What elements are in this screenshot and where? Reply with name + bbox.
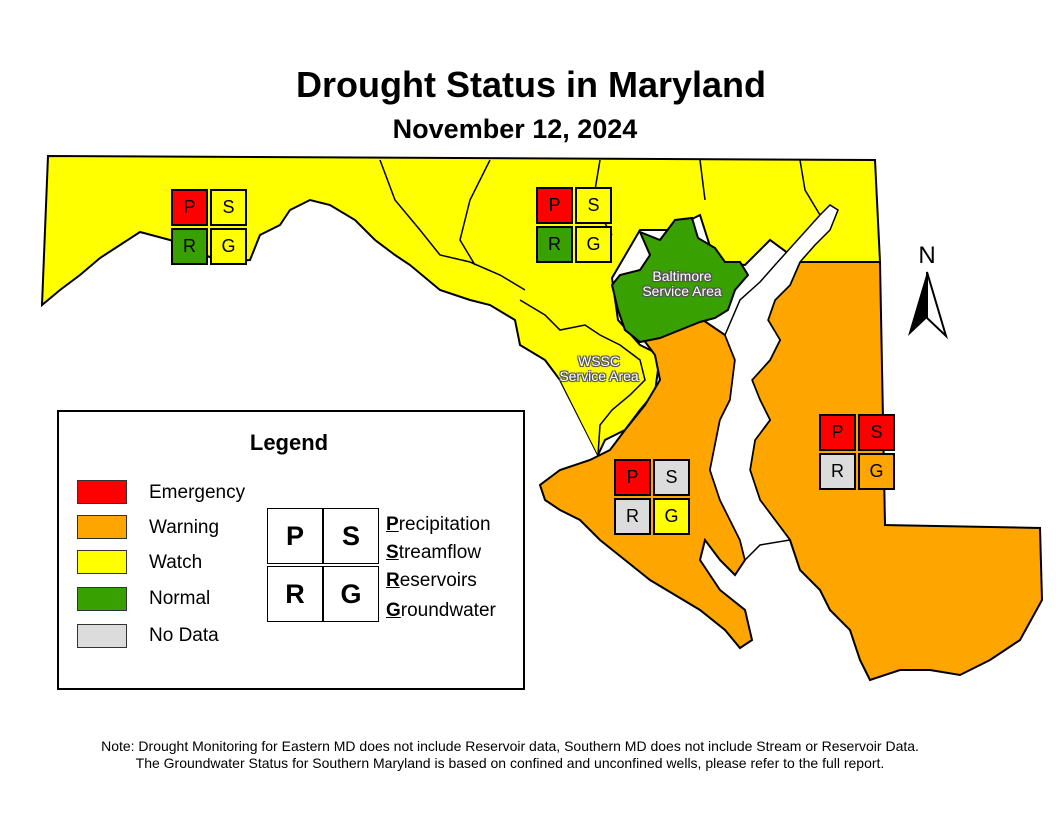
footnote-line-2: The Groundwater Status for Southern Mary… xyxy=(135,755,885,771)
compass-n-label: N xyxy=(918,242,935,269)
southern-tile-r: R xyxy=(614,498,651,535)
central-tile-g: G xyxy=(575,226,612,263)
western-tile-g: G xyxy=(210,228,247,265)
central-tile-r: R xyxy=(536,226,573,263)
indicator-streamflow: Streamflow xyxy=(386,542,482,563)
southern-tile-g: G xyxy=(653,498,690,535)
legend-swatch-warning xyxy=(77,515,127,539)
legend-tile-s: S xyxy=(323,508,379,564)
chesapeake-bay xyxy=(709,204,839,562)
footnote: Note: Drought Monitoring for Eastern MD … xyxy=(0,738,1020,772)
legend-label-watch: Watch xyxy=(149,552,203,573)
legend-tile-g: G xyxy=(323,566,379,622)
eastern-tile-s: S xyxy=(858,414,895,451)
legend-label-normal: Normal xyxy=(149,588,211,609)
wssc-boundary xyxy=(519,299,646,456)
legend: Legend Emergency Warning Watch Normal No… xyxy=(57,410,525,690)
legend-tile-r: R xyxy=(267,566,323,622)
central-tile-p: P xyxy=(536,187,573,224)
western-tile-p: P xyxy=(171,189,208,226)
central-tile-s: S xyxy=(575,187,612,224)
page-title: Drought Status in Maryland xyxy=(295,64,767,105)
indicator-reservoirs: Reservoirs xyxy=(386,570,477,591)
baltimore-service-area xyxy=(610,216,750,344)
indicator-groundwater: Groundwater xyxy=(386,600,496,621)
baltimore-service-area-label: Baltimore Service Area xyxy=(642,268,722,299)
eastern-tile-r: R xyxy=(819,453,856,490)
north-arrow-icon xyxy=(908,271,949,340)
southern-tile-s: S xyxy=(653,459,690,496)
legend-label-warning: Warning xyxy=(149,517,220,538)
southern-tile-p: P xyxy=(614,459,651,496)
footnote-line-1: Note: Drought Monitoring for Eastern MD … xyxy=(101,738,919,754)
legend-title: Legend xyxy=(249,430,329,455)
eastern-warning-region xyxy=(748,261,1044,682)
legend-swatch-normal xyxy=(77,587,127,611)
legend-label-no-data: No Data xyxy=(149,625,219,646)
western-tile-r: R xyxy=(171,228,208,265)
eastern-tile-p: P xyxy=(819,414,856,451)
legend-tile-p: P xyxy=(267,508,323,564)
western-tile-s: S xyxy=(210,189,247,226)
legend-swatch-emergency xyxy=(77,480,127,504)
wssc-service-area-label: WSSC Service Area xyxy=(559,353,639,384)
indicator-precipitation: Precipitation xyxy=(386,514,491,535)
page-subtitle: November 12, 2024 xyxy=(392,114,638,144)
legend-swatch-watch xyxy=(77,550,127,574)
legend-swatch-no-data xyxy=(77,624,127,648)
legend-label-emergency: Emergency xyxy=(149,482,246,503)
eastern-tile-g: G xyxy=(858,453,895,490)
